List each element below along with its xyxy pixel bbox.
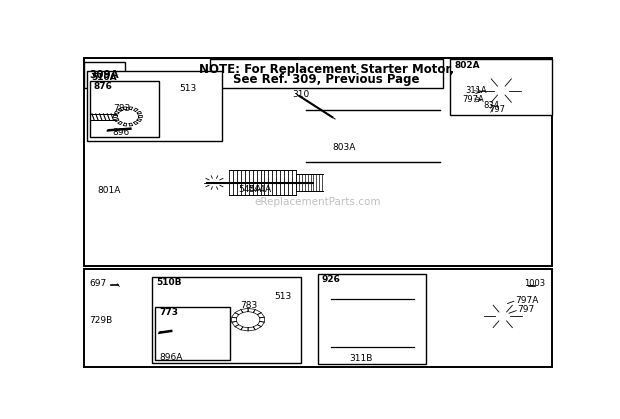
Bar	[89, 81, 159, 137]
Circle shape	[495, 311, 510, 322]
Text: 783: 783	[113, 104, 131, 113]
Text: 310: 310	[292, 91, 309, 99]
Text: 513: 513	[179, 84, 197, 93]
Text: 797A: 797A	[462, 95, 484, 104]
Bar	[450, 59, 552, 115]
Text: 797: 797	[490, 106, 506, 114]
Text: 311B: 311B	[349, 354, 373, 363]
Circle shape	[494, 85, 509, 96]
Text: 513: 513	[275, 292, 292, 300]
Text: 729B: 729B	[89, 316, 113, 325]
Bar	[87, 71, 222, 141]
Text: See Ref. 309, Previous Page: See Ref. 309, Previous Page	[233, 73, 419, 86]
Bar	[514, 75, 524, 83]
Bar	[290, 127, 301, 145]
Text: NOTE: For Replacement Starter Motor,: NOTE: For Replacement Starter Motor,	[198, 63, 454, 76]
Text: 801A: 801A	[98, 186, 121, 195]
Text: 797A: 797A	[515, 296, 538, 305]
Text: 773: 773	[159, 308, 178, 317]
Bar	[89, 300, 128, 316]
Text: 311A: 311A	[466, 86, 487, 95]
Ellipse shape	[293, 90, 301, 96]
Bar	[317, 315, 327, 331]
Bar	[514, 98, 524, 106]
Bar	[515, 301, 525, 309]
Bar	[481, 324, 490, 332]
Bar	[87, 111, 93, 124]
Bar	[317, 274, 426, 364]
Text: 1003: 1003	[525, 279, 546, 288]
Text: 544A: 544A	[248, 186, 271, 194]
Bar	[210, 59, 443, 88]
Text: 797: 797	[517, 305, 534, 315]
Bar	[84, 58, 552, 266]
Text: 926: 926	[322, 276, 340, 285]
Text: 896: 896	[112, 128, 130, 137]
Bar	[84, 269, 552, 367]
Bar	[479, 98, 489, 106]
Ellipse shape	[104, 283, 113, 287]
Bar	[156, 307, 230, 360]
Text: 896A: 896A	[159, 353, 182, 362]
Ellipse shape	[533, 284, 542, 288]
Text: 697: 697	[89, 279, 107, 288]
Bar	[152, 277, 301, 363]
Text: 802A: 802A	[454, 61, 480, 70]
Text: 510A: 510A	[91, 72, 117, 82]
Text: 783: 783	[240, 301, 257, 310]
Bar	[479, 75, 489, 83]
Text: eReplacementParts.com: eReplacementParts.com	[254, 197, 381, 207]
Text: 309A: 309A	[89, 70, 119, 80]
Text: 834: 834	[484, 101, 500, 110]
Bar	[515, 324, 525, 332]
Bar	[84, 62, 125, 88]
Text: 876: 876	[94, 82, 112, 91]
Text: 803A: 803A	[332, 142, 355, 152]
Bar	[97, 178, 111, 191]
Bar	[481, 301, 490, 309]
Text: 544A: 544A	[239, 184, 262, 194]
Text: 510B: 510B	[156, 278, 181, 287]
